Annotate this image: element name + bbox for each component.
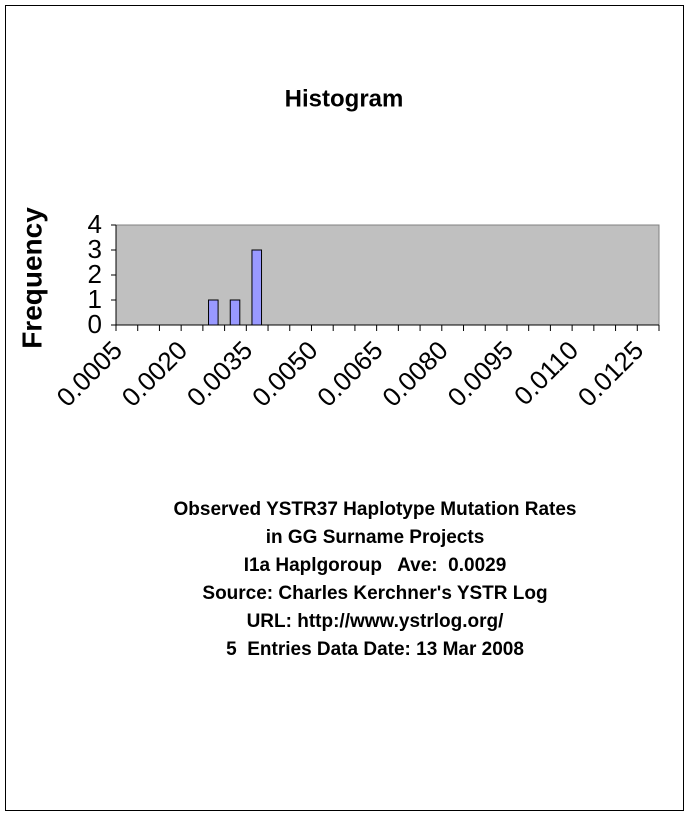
bar: [208, 299, 219, 326]
y-tick-label: 0: [88, 309, 102, 339]
y-tick-label: 2: [88, 259, 102, 289]
caption-line: URL: http://www.ystrlog.org/: [247, 611, 505, 632]
y-axis-label: Frequency: [16, 207, 47, 349]
caption-line: Observed YSTR37 Haplotype Mutation Rates: [174, 499, 577, 520]
chart-title: Histogram: [285, 85, 404, 112]
y-tick-label: 1: [88, 284, 102, 314]
plot-area: [115, 224, 660, 326]
chart-frame: [5, 5, 684, 811]
y-tick-label: 3: [88, 234, 102, 264]
caption-line: in GG Surname Projects: [266, 527, 485, 548]
caption-line: I1a Haplgoroup Ave: 0.0029: [244, 555, 507, 576]
bar: [229, 299, 241, 326]
caption-line: Source: Charles Kerchner's YSTR Log: [202, 583, 547, 604]
y-tick-label: 4: [88, 209, 102, 239]
bar: [251, 249, 263, 326]
caption-line: 5 Entries Data Date: 13 Mar 2008: [226, 639, 524, 660]
